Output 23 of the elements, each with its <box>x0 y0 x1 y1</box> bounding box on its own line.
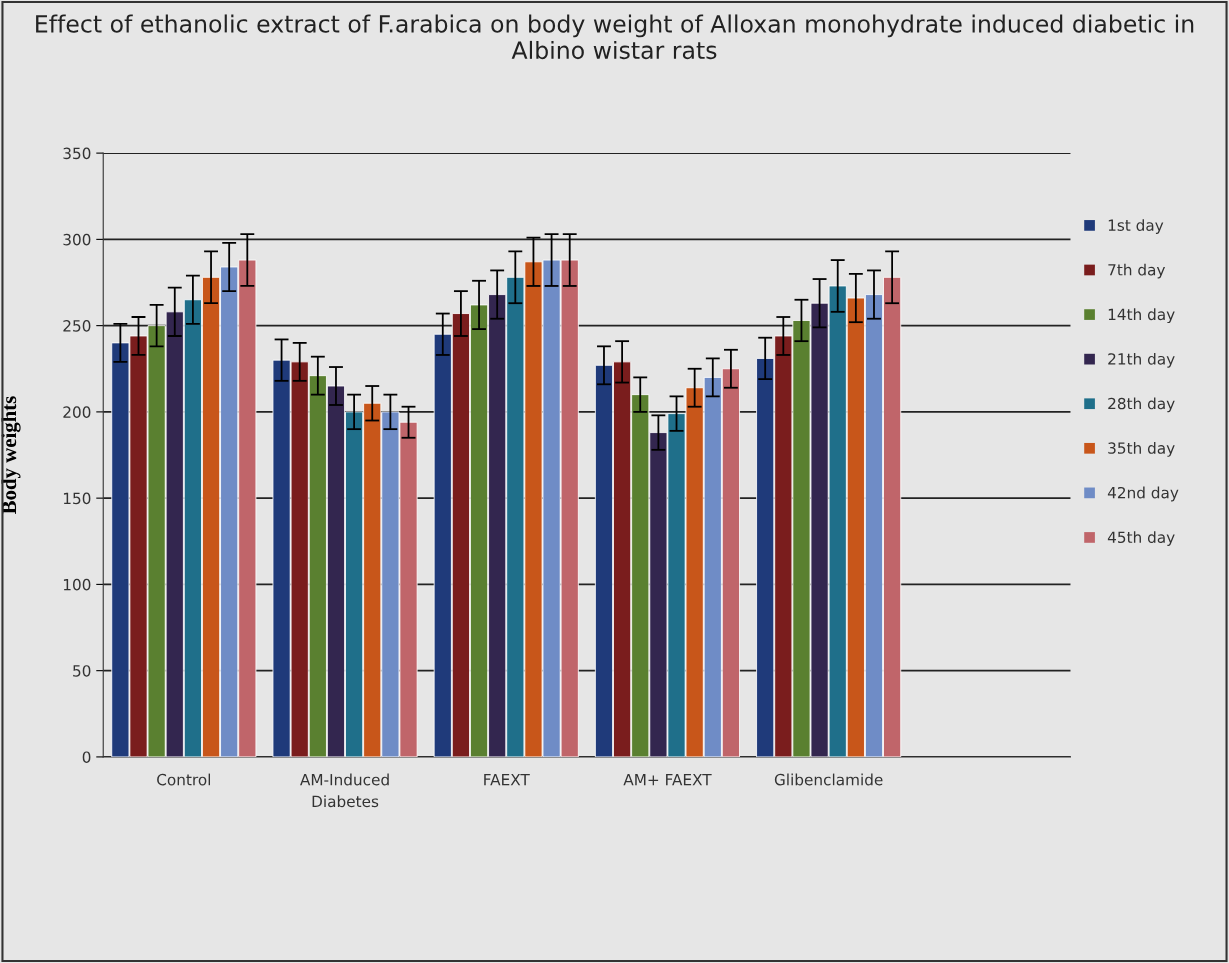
y-tick-label: 50 <box>73 665 91 677</box>
x-tick-label: Glibenclamide <box>774 773 883 786</box>
y-axis-title: Body weights <box>1 396 21 514</box>
x-tick-label: Control <box>157 773 211 786</box>
legend-label: 42nd day <box>1107 486 1179 502</box>
legend-label: 1st day <box>1108 219 1164 234</box>
y-tick-label: 350 <box>63 147 91 160</box>
legend-label: 7th day <box>1108 263 1166 279</box>
legend-label: 35th day <box>1108 442 1175 457</box>
chart-title: Effect of ethanolic extract of F.arabica on body weight of Alloxan monohydrate induced diabetic in Albino wistar rats <box>36 14 1194 60</box>
x-tick-label: AM-Induced Diabetes <box>300 773 389 808</box>
y-tick-label: 200 <box>63 406 91 418</box>
y-tick-label: 100 <box>63 578 91 591</box>
x-tick-label: AM+ FAEXT <box>623 774 712 786</box>
legend-label: 21th day <box>1108 352 1175 368</box>
legend-label: 14th day <box>1108 308 1175 324</box>
y-tick-label: 0 <box>82 751 91 763</box>
y-tick-label: 250 <box>63 320 91 332</box>
y-tick-label: 300 <box>63 233 91 246</box>
x-tick-label: FAEXT <box>484 774 530 786</box>
legend-label: 45th day <box>1107 531 1175 546</box>
legend-label: 28th day <box>1108 397 1175 413</box>
y-tick-label: 150 <box>63 492 91 505</box>
